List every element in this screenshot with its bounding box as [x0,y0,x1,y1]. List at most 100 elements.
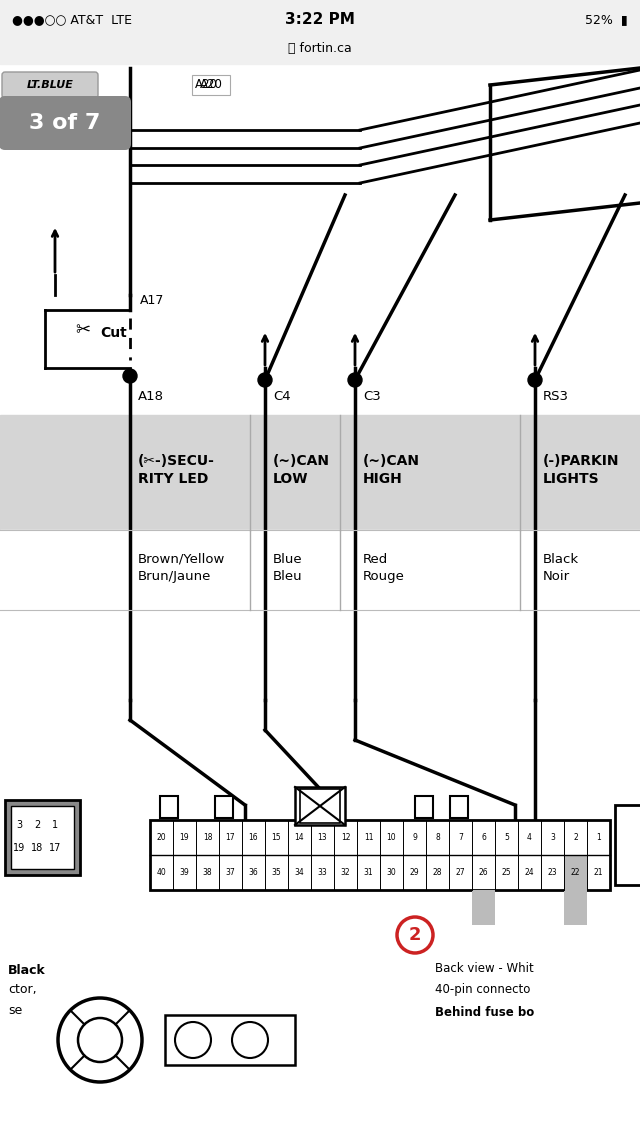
Text: 28: 28 [433,868,442,877]
Text: 2: 2 [34,820,40,830]
Text: A20: A20 [195,78,218,92]
Text: RS3: RS3 [543,391,569,403]
Circle shape [78,1018,122,1062]
Text: 25: 25 [502,868,511,877]
Text: 2: 2 [409,926,421,944]
Text: 11: 11 [364,833,373,842]
Circle shape [123,369,137,383]
Bar [0,0,640,64]
Text: se: se [8,1003,22,1017]
Text: 26: 26 [479,868,488,877]
Circle shape [232,1022,268,1058]
Circle shape [397,917,433,953]
Text: 3: 3 [550,833,555,842]
Text: 8: 8 [435,833,440,842]
Bar [165,1014,295,1066]
Text: C3: C3 [363,391,381,403]
Text: 23: 23 [548,868,557,877]
Text: (~)CAN
LOW: (~)CAN LOW [273,454,330,486]
Bar [5,800,80,875]
Text: Back view - Whit: Back view - Whit [435,961,534,975]
Text: 3 of 7: 3 of 7 [29,112,100,133]
Text: (-)PARKIN
LIGHTS: (-)PARKIN LIGHTS [543,454,620,486]
Text: LT.BLUE: LT.BLUE [27,80,74,90]
Text: 40: 40 [157,868,166,877]
Text: 19: 19 [180,833,189,842]
Text: ●●●○○ AT&T  LTE: ●●●○○ AT&T LTE [12,14,132,26]
Text: 3: 3 [16,820,22,830]
Text: 🔒 fortin.ca: 🔒 fortin.ca [288,42,352,55]
Circle shape [348,373,362,387]
FancyBboxPatch shape [0,97,131,150]
Text: 36: 36 [248,868,259,877]
Text: 52%  ▮: 52% ▮ [585,14,628,26]
Text: 10: 10 [387,833,396,842]
Bar [310,796,328,818]
Text: 12: 12 [340,833,350,842]
Text: Red
Rouge: Red Rouge [363,553,405,583]
Circle shape [528,373,542,387]
Text: 17: 17 [226,833,236,842]
Bar [192,75,230,95]
Bar [0,531,640,610]
Bar [564,889,587,925]
Text: ctor,: ctor, [8,984,36,996]
Text: 29: 29 [410,868,419,877]
Text: 6: 6 [481,833,486,842]
Text: Behind fuse bo: Behind fuse bo [435,1005,534,1019]
Text: 9: 9 [412,833,417,842]
Text: 16: 16 [249,833,259,842]
Bar [295,787,345,825]
Bar [300,790,340,822]
Text: 38: 38 [203,868,212,877]
Text: 4: 4 [527,833,532,842]
FancyBboxPatch shape [2,72,98,98]
Bar [11,807,74,869]
Text: 13: 13 [317,833,327,842]
Text: 40-pin connecto: 40-pin connecto [435,984,531,996]
Bar [564,855,587,889]
Text: Black
Noir: Black Noir [543,553,579,583]
Text: 31: 31 [364,868,373,877]
Text: Black: Black [8,963,45,977]
Text: A17: A17 [140,293,164,307]
Circle shape [175,1022,211,1058]
Bar [150,820,610,889]
Text: 17: 17 [49,843,61,853]
Text: 2: 2 [573,833,578,842]
Circle shape [258,373,272,387]
Bar [450,796,468,818]
Text: 22: 22 [571,868,580,877]
Bar [472,889,495,925]
Bar [160,796,178,818]
Text: Cut: Cut [100,326,127,340]
Text: C4: C4 [273,391,291,403]
Text: 30: 30 [387,868,396,877]
Text: 27: 27 [456,868,465,877]
Text: 3:22 PM: 3:22 PM [285,12,355,27]
Bar [615,805,640,885]
Text: 1: 1 [596,833,601,842]
Text: 32: 32 [340,868,350,877]
Bar [0,415,640,531]
Bar [215,796,233,818]
Text: 35: 35 [271,868,282,877]
Text: (~)CAN
HIGH: (~)CAN HIGH [363,454,420,486]
Text: 15: 15 [272,833,282,842]
Text: 24: 24 [525,868,534,877]
Text: 5: 5 [504,833,509,842]
Text: 18: 18 [31,843,43,853]
Text: 19: 19 [13,843,25,853]
Text: 21: 21 [594,868,604,877]
Text: 1: 1 [52,820,58,830]
Text: Blue
Bleu: Blue Bleu [273,553,303,583]
Text: 18: 18 [203,833,212,842]
Text: A18: A18 [138,391,164,403]
Text: 20: 20 [157,833,166,842]
Text: Brown/Yellow
Brun/Jaune: Brown/Yellow Brun/Jaune [138,553,225,583]
Bar [415,796,433,818]
Text: (✂-)SECU-
RITY LED: (✂-)SECU- RITY LED [138,454,215,486]
Text: A20: A20 [200,78,223,92]
Text: ✂: ✂ [75,321,90,339]
Text: 7: 7 [458,833,463,842]
